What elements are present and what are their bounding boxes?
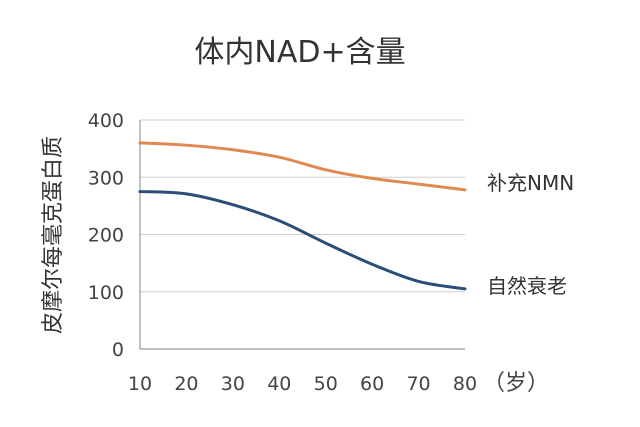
- y-axis-ticks: 0 100 200 300 400: [88, 110, 124, 361]
- chart-title: 体内NAD+含量: [194, 35, 405, 70]
- x-axis-ticks: 10 20 30 40 50 60 70 80: [128, 373, 477, 395]
- x-tick-label: 80: [453, 373, 477, 395]
- y-axis-label: 皮摩尔每毫克蛋白质: [41, 136, 66, 334]
- series-label: 自然衰老: [487, 274, 567, 298]
- x-tick-label: 20: [174, 373, 198, 395]
- y-tick-label: 100: [88, 282, 124, 304]
- x-tick-label: 50: [314, 373, 338, 395]
- y-tick-label: 0: [112, 339, 124, 361]
- x-tick-label: 60: [360, 373, 384, 395]
- y-tick-label: 300: [88, 167, 124, 189]
- series-lines: [138, 141, 467, 291]
- x-axis-unit-label: （岁）: [483, 371, 549, 396]
- x-tick-label: 10: [128, 373, 152, 395]
- series-labels: 补充NMN 自然衰老: [487, 171, 574, 298]
- y-tick-label: 200: [88, 225, 124, 247]
- grid-lines: [139, 119, 465, 350]
- series-line: [138, 141, 467, 192]
- series-line: [138, 190, 467, 291]
- x-tick-label: 40: [267, 373, 291, 395]
- series-label: 补充NMN: [487, 171, 574, 195]
- x-tick-label: 70: [406, 373, 430, 395]
- x-tick-label: 30: [221, 373, 245, 395]
- y-tick-label: 400: [88, 110, 124, 132]
